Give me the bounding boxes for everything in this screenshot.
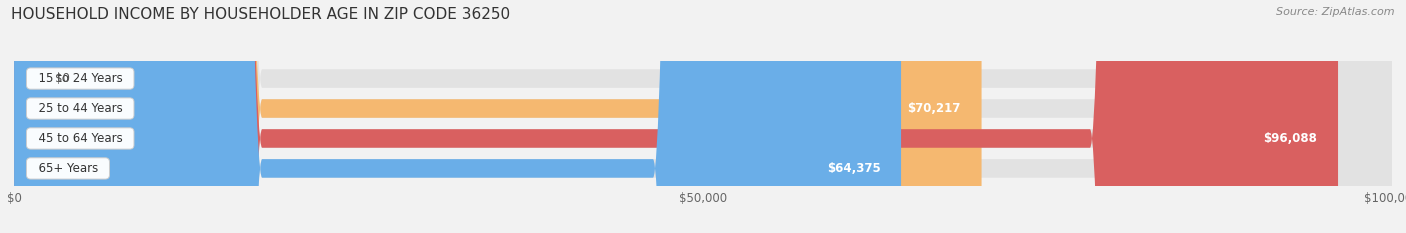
- FancyBboxPatch shape: [14, 0, 1392, 233]
- FancyBboxPatch shape: [14, 0, 1339, 233]
- Text: $96,088: $96,088: [1264, 132, 1317, 145]
- FancyBboxPatch shape: [14, 0, 1392, 233]
- Text: Source: ZipAtlas.com: Source: ZipAtlas.com: [1277, 7, 1395, 17]
- Text: 15 to 24 Years: 15 to 24 Years: [31, 72, 129, 85]
- Text: 25 to 44 Years: 25 to 44 Years: [31, 102, 129, 115]
- Text: 45 to 64 Years: 45 to 64 Years: [31, 132, 129, 145]
- Text: 65+ Years: 65+ Years: [31, 162, 105, 175]
- Text: $0: $0: [55, 72, 70, 85]
- Text: $64,375: $64,375: [827, 162, 880, 175]
- FancyBboxPatch shape: [14, 0, 1392, 233]
- FancyBboxPatch shape: [14, 0, 1392, 233]
- FancyBboxPatch shape: [14, 0, 981, 233]
- FancyBboxPatch shape: [14, 0, 901, 233]
- Text: HOUSEHOLD INCOME BY HOUSEHOLDER AGE IN ZIP CODE 36250: HOUSEHOLD INCOME BY HOUSEHOLDER AGE IN Z…: [11, 7, 510, 22]
- Text: $70,217: $70,217: [907, 102, 960, 115]
